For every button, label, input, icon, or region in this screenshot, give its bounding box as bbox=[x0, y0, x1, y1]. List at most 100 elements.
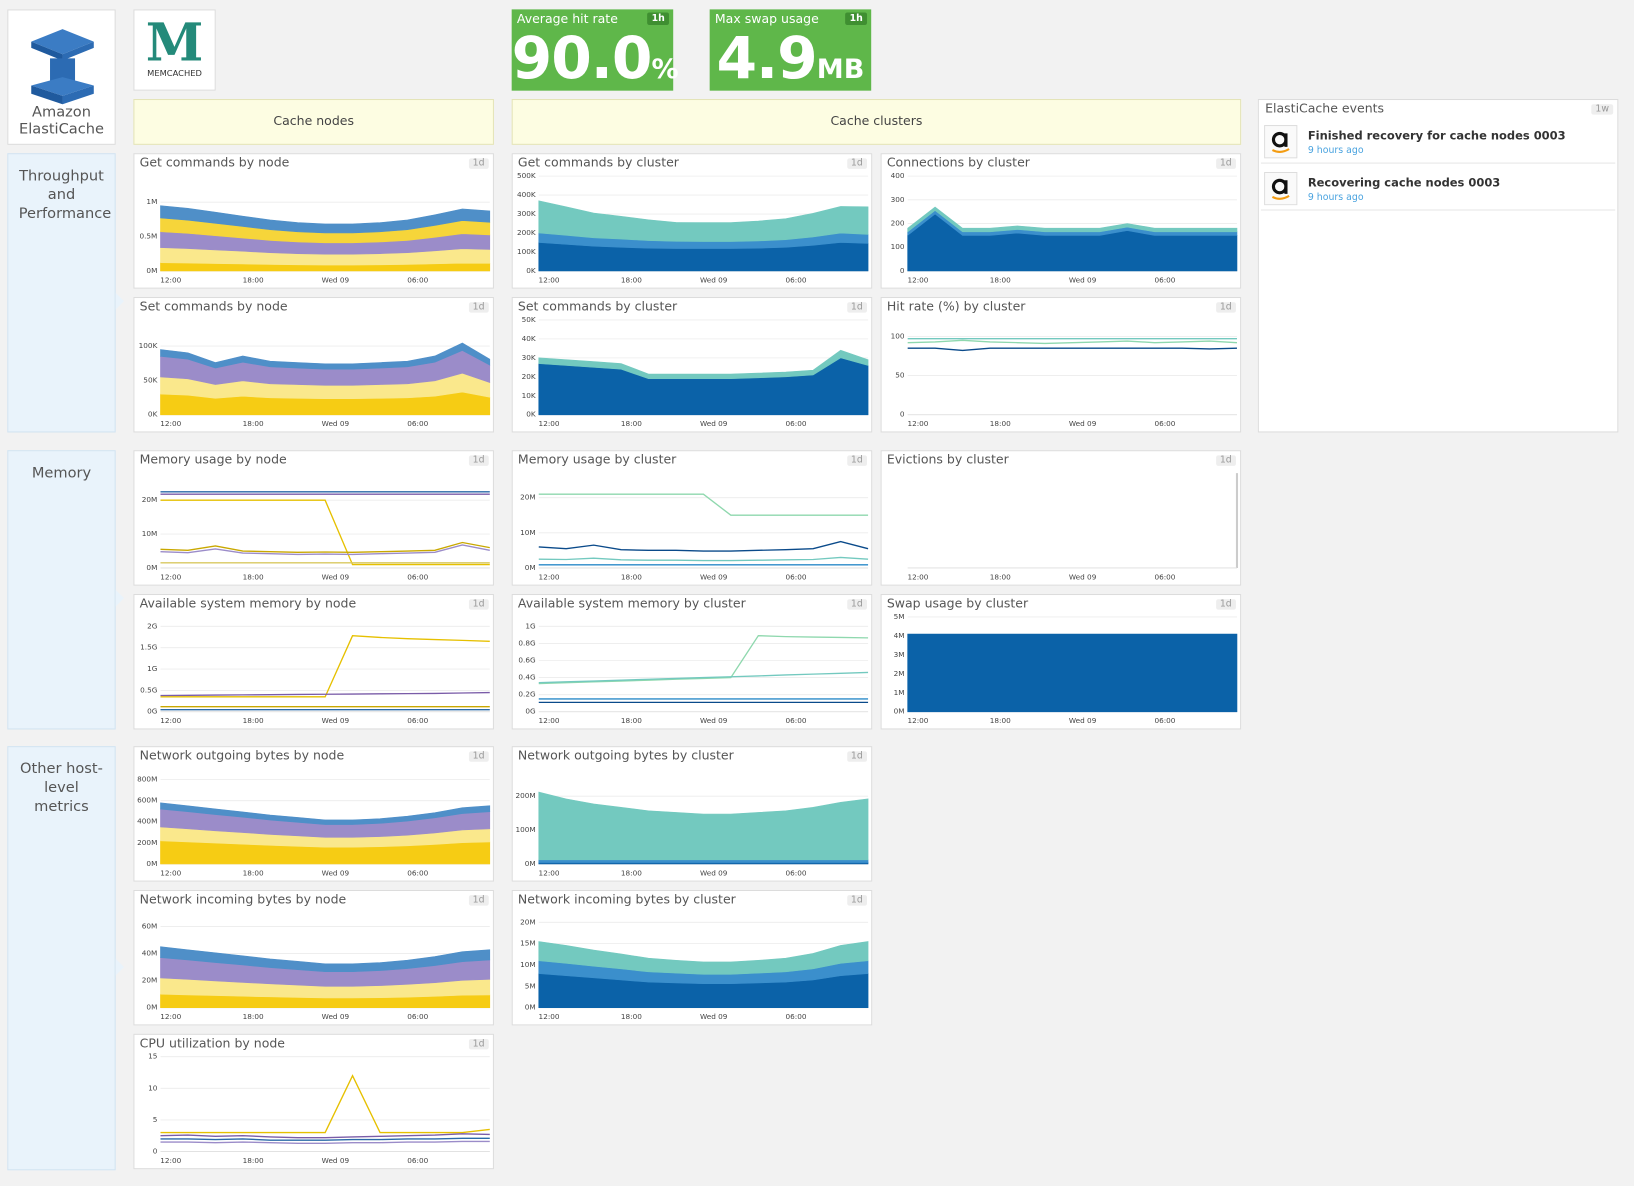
x-tick-label: 12:00 bbox=[539, 419, 560, 428]
chart: 0M 10M 20M 12:00 18:00 Wed 09 06:00 bbox=[142, 491, 490, 581]
y-tick-label: 60M bbox=[142, 921, 158, 930]
x-tick-label: Wed 09 bbox=[700, 868, 728, 877]
widget[interactable]: Memory usage by node 1d 0M 10M 20M 12:00 18:00… bbox=[133, 450, 494, 586]
timeframe-badge: 1d bbox=[468, 158, 489, 169]
widget[interactable]: Network outgoing bytes by cluster 1d 0M 100… bbox=[511, 746, 873, 882]
x-tick-label: 06:00 bbox=[1154, 419, 1175, 428]
widget-title: Hit rate (%) by cluster bbox=[886, 299, 1026, 314]
widget[interactable]: Hit rate (%) by cluster 1d 0 50 100 12:00 18:0… bbox=[880, 296, 1242, 433]
y-tick-label: 100 bbox=[891, 242, 905, 251]
y-tick-label: 0M bbox=[525, 563, 536, 572]
x-tick-label: Wed 09 bbox=[700, 1012, 728, 1021]
area-series bbox=[160, 802, 491, 825]
x-tick-label: Wed 09 bbox=[700, 419, 728, 428]
y-tick-label: 0M bbox=[525, 1003, 536, 1012]
x-tick-label: Wed 09 bbox=[322, 868, 350, 877]
area-series bbox=[160, 205, 491, 234]
timeframe-badge: 1h bbox=[647, 12, 670, 26]
y-tick-label: 20M bbox=[142, 495, 158, 504]
logo-icon bbox=[31, 29, 94, 105]
event-item[interactable]: Recovering cache nodes 0003 9 hours ago bbox=[1260, 168, 1616, 211]
widget[interactable]: Available system memory by node 1d 0G 0.5G 1… bbox=[133, 593, 494, 730]
logo-text: ElastiCache bbox=[19, 120, 104, 138]
timeframe-badge: 1d bbox=[1215, 599, 1236, 610]
y-tick-label: 0.2G bbox=[518, 690, 536, 699]
event-item[interactable]: Finished recovery for cache nodes 0003 9… bbox=[1260, 121, 1616, 164]
y-tick-label: 30K bbox=[522, 353, 536, 362]
widget[interactable]: Swap usage by cluster 1d 0M 1M 2M 3M 4M 5M 12:00… bbox=[880, 593, 1242, 730]
y-tick-label: 50K bbox=[143, 375, 157, 384]
x-tick-label: 06:00 bbox=[407, 716, 428, 725]
line-series bbox=[160, 1074, 490, 1134]
widget[interactable]: Memory usage by cluster 1d 0M 10M 20M 12:00 18… bbox=[511, 450, 873, 586]
x-tick-label: 12:00 bbox=[907, 572, 928, 581]
widget-title: Available system memory by node bbox=[139, 596, 357, 611]
x-tick-label: 12:00 bbox=[539, 275, 560, 284]
y-tick-label: 0.5M bbox=[139, 232, 157, 241]
query-title: Average hit rate bbox=[516, 11, 618, 27]
group-header: Cache clusters bbox=[511, 98, 1242, 145]
widget-title: Set commands by node bbox=[139, 299, 288, 314]
group-header: Cache nodes bbox=[133, 98, 494, 145]
widget[interactable]: Get commands by node 1d 0M 0.5M 1M 12:00 18:00… bbox=[133, 153, 494, 289]
area-series bbox=[160, 946, 491, 972]
x-tick-label: 18:00 bbox=[621, 716, 642, 725]
widget-title: Set commands by cluster bbox=[517, 299, 678, 314]
line-series bbox=[160, 1140, 490, 1144]
widget[interactable]: Set commands by cluster 1d 0K 10K 20K 30K 40K 5… bbox=[511, 296, 873, 433]
area-series bbox=[538, 941, 869, 975]
chart: 0G 0.2G 0.4G 0.6G 0.8G 1G 12:00 18:00 Wed 09 06:0… bbox=[518, 621, 869, 725]
y-tick-label: 100M bbox=[515, 825, 535, 834]
x-tick-label: 18:00 bbox=[243, 1156, 264, 1165]
timeframe-badge: 1d bbox=[468, 599, 489, 610]
x-tick-label: Wed 09 bbox=[1069, 419, 1097, 428]
y-tick-label: 0K bbox=[526, 266, 536, 275]
event-text: Recovering cache nodes 0003 bbox=[1307, 176, 1501, 190]
y-tick-label: 0 bbox=[153, 1147, 158, 1156]
widget[interactable]: Network incoming bytes by node 1d 0M 20M 40M… bbox=[133, 889, 494, 1026]
x-tick-label: 18:00 bbox=[621, 1012, 642, 1021]
y-tick-label: 0 bbox=[900, 410, 905, 419]
x-tick-label: 18:00 bbox=[990, 419, 1011, 428]
timeframe-badge: 1d bbox=[846, 895, 868, 906]
section-label: Throughput and Performance bbox=[7, 153, 125, 433]
widget[interactable]: Set commands by node 1d 0K 50K 100K 12:00 18:0… bbox=[133, 296, 494, 433]
y-tick-label: 10 bbox=[148, 1083, 158, 1092]
widget[interactable]: Network incoming bytes by cluster 1d 0M 5M 1… bbox=[511, 889, 873, 1026]
x-tick-label: 12:00 bbox=[160, 716, 181, 725]
chart: 0M 10M 20M 12:00 18:00 Wed 09 06:00 bbox=[520, 493, 869, 581]
widget[interactable]: Available system memory by cluster 1d 0G 0.… bbox=[511, 593, 873, 730]
y-tick-label: 0.4G bbox=[518, 673, 536, 682]
y-tick-label: 2M bbox=[894, 669, 905, 678]
y-tick-label: 40K bbox=[522, 334, 536, 343]
y-tick-label: 0M bbox=[146, 1003, 157, 1012]
widget-title: Available system memory by cluster bbox=[517, 596, 746, 611]
timeframe-badge: 1d bbox=[846, 302, 868, 313]
y-tick-label: 100 bbox=[891, 331, 905, 340]
x-tick-label: 06:00 bbox=[407, 868, 428, 877]
x-tick-label: Wed 09 bbox=[700, 275, 728, 284]
x-tick-label: 12:00 bbox=[160, 572, 181, 581]
widget[interactable]: Network outgoing bytes by node 1d 0M 200M 40… bbox=[133, 746, 494, 882]
y-tick-label: 20M bbox=[142, 976, 158, 985]
x-tick-label: 06:00 bbox=[407, 419, 428, 428]
widget[interactable]: CPU utilization by node 1d 0 5 10 15 12:00 18:0… bbox=[133, 1033, 494, 1170]
widget[interactable]: Get commands by cluster 1d 0K 100K 200K 300K 4… bbox=[511, 153, 873, 289]
widget-title: CPU utilization by node bbox=[139, 1035, 285, 1051]
x-tick-label: 12:00 bbox=[539, 868, 560, 877]
widget[interactable]: Evictions by cluster 1d 12:00 18:00 Wed 09 06… bbox=[880, 450, 1242, 586]
widget[interactable]: Connections by cluster 1d 0 100 200 300 400 12:… bbox=[880, 153, 1242, 289]
widget-title: Network incoming bytes by node bbox=[139, 892, 347, 907]
y-tick-label: 100K bbox=[517, 247, 536, 256]
x-tick-label: Wed 09 bbox=[1069, 716, 1097, 725]
x-tick-label: 06:00 bbox=[786, 419, 807, 428]
chart: 12:00 18:00 Wed 09 06:00 bbox=[907, 473, 1239, 581]
widget-title: Network outgoing bytes by cluster bbox=[517, 748, 734, 763]
widget-title: Network incoming bytes by cluster bbox=[517, 892, 736, 907]
chart: 0M 0.5M 1M 12:00 18:00 Wed 09 06:00 bbox=[139, 197, 491, 284]
x-tick-label: Wed 09 bbox=[1069, 572, 1097, 581]
line-series bbox=[538, 540, 869, 552]
elasticache-logo: Amazon ElastiCache bbox=[7, 9, 116, 145]
area-series bbox=[538, 200, 869, 242]
y-tick-label: 1M bbox=[146, 197, 157, 206]
